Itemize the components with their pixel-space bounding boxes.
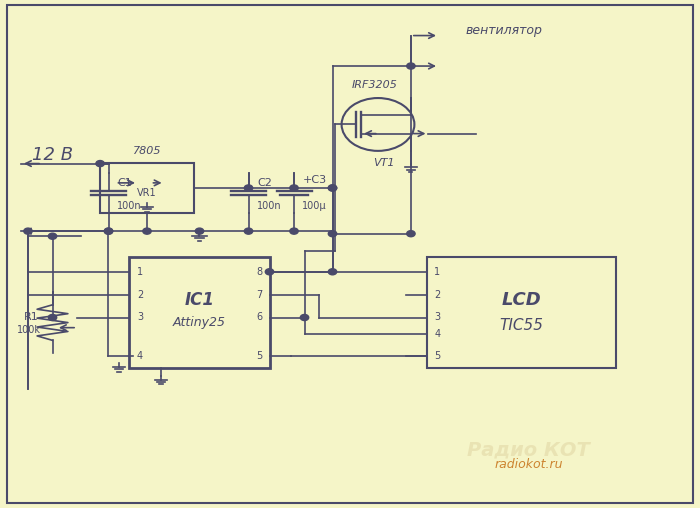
Text: +C3: +C3 xyxy=(302,175,326,185)
Text: R1: R1 xyxy=(24,312,39,323)
Text: IRF3205: IRF3205 xyxy=(351,80,398,90)
Circle shape xyxy=(244,185,253,191)
Text: 5: 5 xyxy=(435,351,440,361)
Text: 2: 2 xyxy=(435,290,440,300)
Text: C2: C2 xyxy=(257,178,272,188)
Text: Радио КОТ: Радио КОТ xyxy=(467,440,590,459)
Circle shape xyxy=(143,228,151,234)
Circle shape xyxy=(265,269,274,275)
Text: TIC55: TIC55 xyxy=(500,318,543,333)
Circle shape xyxy=(328,185,337,191)
Text: 100n: 100n xyxy=(257,201,281,211)
Text: 2: 2 xyxy=(137,290,143,300)
Circle shape xyxy=(407,231,415,237)
Circle shape xyxy=(104,228,113,234)
Text: 100n: 100n xyxy=(117,201,141,211)
FancyBboxPatch shape xyxy=(427,257,616,368)
Text: Attiny25: Attiny25 xyxy=(173,316,226,329)
FancyBboxPatch shape xyxy=(130,257,270,368)
FancyBboxPatch shape xyxy=(99,163,194,213)
Circle shape xyxy=(195,228,204,234)
Text: 1: 1 xyxy=(435,267,440,277)
Circle shape xyxy=(244,228,253,234)
FancyBboxPatch shape xyxy=(7,5,693,503)
Text: 3: 3 xyxy=(435,312,440,323)
Text: LCD: LCD xyxy=(502,291,541,309)
Text: 100k: 100k xyxy=(18,325,41,335)
Text: 5: 5 xyxy=(256,351,262,361)
Circle shape xyxy=(48,314,57,321)
Circle shape xyxy=(290,228,298,234)
Text: VT1: VT1 xyxy=(373,158,394,169)
Text: 8: 8 xyxy=(256,267,262,277)
Circle shape xyxy=(328,231,337,237)
Text: 7805: 7805 xyxy=(133,146,161,156)
Text: IC1: IC1 xyxy=(185,291,214,309)
Circle shape xyxy=(24,228,32,234)
Circle shape xyxy=(328,185,337,191)
Circle shape xyxy=(104,228,113,234)
Circle shape xyxy=(328,269,337,275)
Text: 6: 6 xyxy=(256,312,262,323)
Text: 3: 3 xyxy=(137,312,143,323)
Circle shape xyxy=(290,185,298,191)
Text: 1: 1 xyxy=(137,267,143,277)
Text: вентилятор: вентилятор xyxy=(466,24,542,37)
Text: 12 B: 12 B xyxy=(32,146,73,164)
Text: C1: C1 xyxy=(117,178,132,188)
Text: radiokot.ru: radiokot.ru xyxy=(494,458,563,471)
Text: 7: 7 xyxy=(256,290,262,300)
Text: VR1: VR1 xyxy=(137,188,157,198)
Text: 4: 4 xyxy=(137,351,143,361)
Circle shape xyxy=(48,233,57,239)
Circle shape xyxy=(96,161,104,167)
Circle shape xyxy=(300,314,309,321)
Text: 4: 4 xyxy=(435,329,440,339)
Circle shape xyxy=(407,63,415,69)
Text: 100μ: 100μ xyxy=(302,201,327,211)
